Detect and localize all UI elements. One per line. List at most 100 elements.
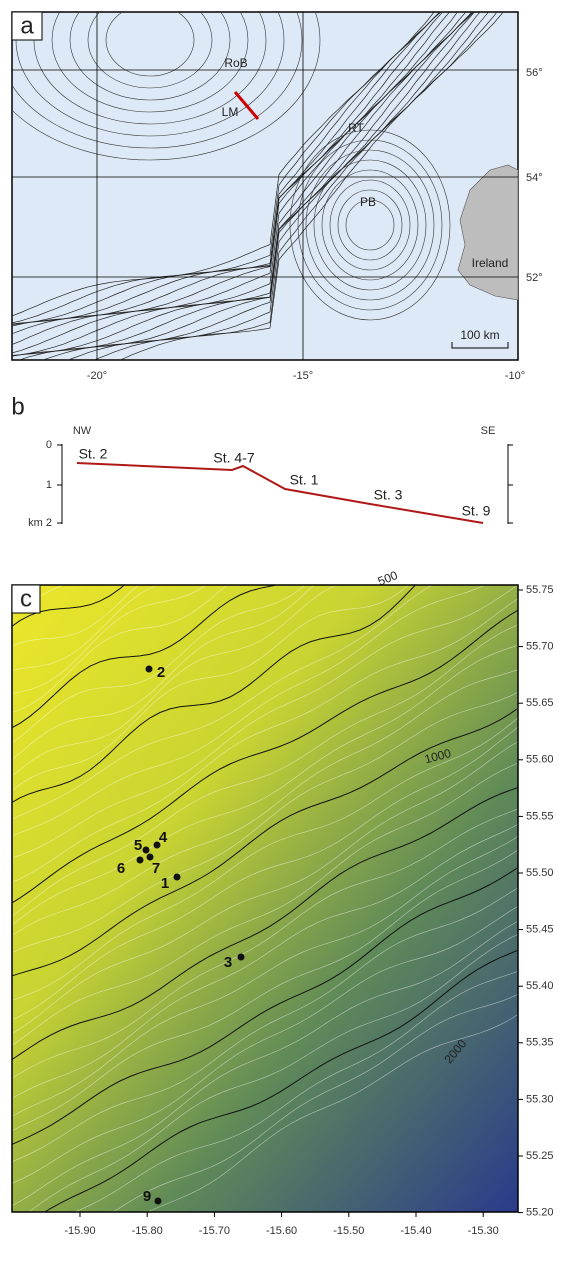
station-label: 5: [134, 837, 142, 854]
lon-label: -15.50: [333, 1225, 364, 1237]
contour: [112, 994, 518, 1212]
station-label: 9: [143, 1188, 151, 1205]
graticule: [12, 12, 518, 360]
contour: [12, 669, 518, 937]
contour: [12, 836, 518, 1117]
contour: [12, 585, 228, 713]
contour: [12, 585, 126, 627]
contour: [43, 949, 518, 1212]
lat-label: 55.20: [526, 1207, 554, 1219]
contour: [12, 887, 518, 1162]
contour: [12, 12, 475, 356]
contour: [12, 585, 486, 837]
contour: [12, 585, 139, 647]
contour-label: 1000: [423, 746, 453, 767]
scale-label: 100 km: [460, 328, 499, 342]
contour: [12, 585, 315, 760]
station-label: St. 1: [290, 472, 319, 488]
contour: [12, 624, 518, 917]
lat-label: 55.25: [526, 1150, 554, 1162]
contour: [147, 1014, 518, 1212]
contour: [12, 762, 518, 1046]
contour: [329, 179, 411, 271]
transect-line: [233, 91, 260, 120]
bathymetry: [12, 585, 518, 1212]
contour: [28, 933, 518, 1212]
lat-label: 55.45: [526, 924, 554, 936]
place-label: PB: [360, 195, 376, 209]
place-label: LM: [222, 105, 239, 119]
contour: [12, 12, 441, 324]
contour: [12, 12, 303, 149]
contour: [12, 787, 518, 1061]
contour: [12, 609, 518, 904]
end-label: NW: [73, 425, 92, 437]
lat-label: 55.55: [526, 810, 554, 822]
contour: [12, 905, 518, 1184]
lon-label: -15.80: [132, 1225, 163, 1237]
lon-label: -10°: [505, 370, 525, 382]
lat-label: 55.60: [526, 754, 554, 766]
depth-label: 1: [46, 479, 52, 491]
contour: [12, 867, 518, 1145]
station-dots: [136, 665, 245, 1205]
contour: [12, 585, 433, 820]
contour: [12, 12, 441, 325]
lon-label: -15.40: [400, 1225, 431, 1237]
lon-label: -15.30: [468, 1225, 499, 1237]
contour: [12, 726, 518, 1021]
scale-bar: [451, 342, 509, 349]
station-label: 6: [117, 860, 125, 877]
contour: [12, 707, 518, 977]
lon-label: -20°: [87, 370, 107, 382]
depth-label: km 2: [28, 517, 52, 529]
contour: [12, 585, 207, 694]
contour: [73, 970, 518, 1212]
place-label: RoB: [224, 56, 247, 70]
tick-labels: 55.75 55.70 55.65 55.60 55.55 55.50 55.45 55.40…: [64, 584, 553, 1237]
contour: [12, 12, 473, 357]
transect-profile: [76, 462, 484, 524]
place-label: Ireland: [472, 256, 509, 270]
lat-label: 55.35: [526, 1037, 554, 1049]
station-label: 2: [157, 664, 165, 681]
station-label: St. 3: [374, 487, 403, 503]
panel-label: a: [20, 12, 34, 39]
end-label: SE: [481, 425, 496, 437]
panel-label: b: [11, 393, 24, 420]
lat-label: 55.50: [526, 867, 554, 879]
contour: [12, 585, 159, 671]
contour: [69, 12, 231, 101]
depth-label: 0: [46, 439, 52, 451]
station-label: St. 4-7: [213, 450, 254, 466]
contour: [321, 169, 419, 281]
panel-label-box: [11, 584, 41, 614]
contour: [12, 717, 518, 1001]
station-label: 4: [159, 829, 168, 846]
land-ireland: [457, 164, 519, 301]
contour: [12, 585, 306, 744]
lat-label: 52°: [526, 272, 543, 284]
panel-c: c 500 1000 2000 2 5 4 6 7 1 3 9 55.7555.…: [11, 568, 554, 1237]
contour: [345, 199, 395, 251]
contour: [313, 159, 427, 291]
contour: [12, 12, 321, 161]
contour: [305, 149, 435, 301]
contour: [12, 585, 338, 777]
contour: [12, 12, 442, 325]
contour: [297, 139, 443, 311]
station-label: 7: [152, 860, 160, 877]
lon-label: -15.60: [266, 1225, 297, 1237]
contour: [12, 741, 518, 1035]
contour: [87, 12, 213, 89]
panel-label: c: [20, 585, 32, 612]
lon-label: -15°: [293, 370, 313, 382]
contour: [12, 808, 518, 1079]
contour: [12, 585, 417, 804]
contour: [12, 12, 435, 317]
station-label: 3: [224, 954, 232, 971]
contours: [12, 585, 518, 1212]
contour: [51, 12, 249, 113]
station-label: 1: [161, 875, 169, 892]
lat-label: 55.30: [526, 1093, 554, 1105]
